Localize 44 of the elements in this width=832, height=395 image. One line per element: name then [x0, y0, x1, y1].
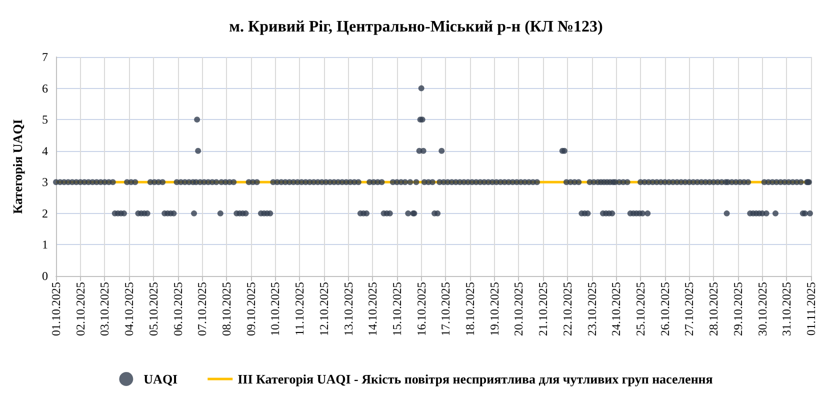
x-tick-label: 27.10.2025: [682, 282, 696, 336]
y-tick-label: 4: [42, 144, 48, 158]
chart-title: м. Кривий Ріг, Центрально-Міський р-н (КЛ №123): [229, 18, 603, 36]
y-tick-label: 7: [42, 50, 48, 64]
x-tick-label: 31.10.2025: [780, 282, 794, 336]
x-tick-label: 12.10.2025: [316, 282, 331, 336]
x-tick-label: 25.10.2025: [634, 282, 648, 336]
x-tick-label: 09.10.2025: [244, 282, 258, 336]
x-tick-label: 03.10.2025: [98, 282, 112, 336]
y-tick-label: 1: [42, 238, 48, 252]
x-tick-label: 16.10.2025: [414, 282, 428, 336]
y-tick-label: 0: [42, 269, 48, 283]
x-tick-label: 22.10.2025: [560, 282, 574, 336]
x-tick-label: 23.10.2025: [584, 282, 599, 336]
x-tick-label: 14.10.2025: [366, 282, 380, 336]
x-tick-label: 29.10.2025: [730, 282, 745, 336]
x-tick-label: 06.10.2025: [170, 282, 185, 336]
y-tick-label: 6: [42, 81, 48, 96]
legend-label: ІІІ Категорія UAQI - Якість повітря несприятлива для чутливих груп населення: [238, 372, 713, 386]
x-tick-label: 20.10.2025: [512, 282, 526, 336]
x-tick-label: 15.10.2025: [390, 282, 404, 336]
y-tick-label: 5: [42, 112, 48, 127]
x-tick-label: 21.10.2025: [536, 282, 550, 336]
x-tick-label: 19.10.2025: [487, 282, 502, 336]
x-tick-label: 11.10.2025: [292, 282, 307, 336]
x-tick-label: 05.10.2025: [146, 282, 160, 336]
y-tick-label: 3: [42, 175, 48, 190]
x-tick-label: 07.10.2025: [195, 282, 210, 336]
x-tick-label: 01.10.2025: [49, 282, 63, 336]
x-tick-label: 18.10.2025: [463, 282, 478, 336]
x-tick-label: 10.10.2025: [268, 282, 282, 336]
x-tick-label: 04.10.2025: [122, 282, 136, 336]
x-tick-label: 17.10.2025: [438, 282, 453, 336]
x-tick-label: 28.10.2025: [706, 282, 721, 336]
x-tick-label: 01.11.2025: [804, 282, 818, 336]
x-tick-label: 30.10.2025: [755, 282, 770, 336]
y-tick-label: 2: [42, 206, 48, 220]
y-axis-title: Категорія UAQI: [10, 119, 25, 214]
x-tick-label: 13.10.2025: [341, 282, 356, 336]
legend-label: UAQI: [144, 372, 178, 386]
x-tick-label: 26.10.2025: [658, 282, 672, 336]
x-tick-label: 24.10.2025: [609, 282, 624, 336]
x-tick-label: 08.10.2025: [219, 282, 234, 336]
x-tick-label: 02.10.2025: [73, 282, 88, 336]
